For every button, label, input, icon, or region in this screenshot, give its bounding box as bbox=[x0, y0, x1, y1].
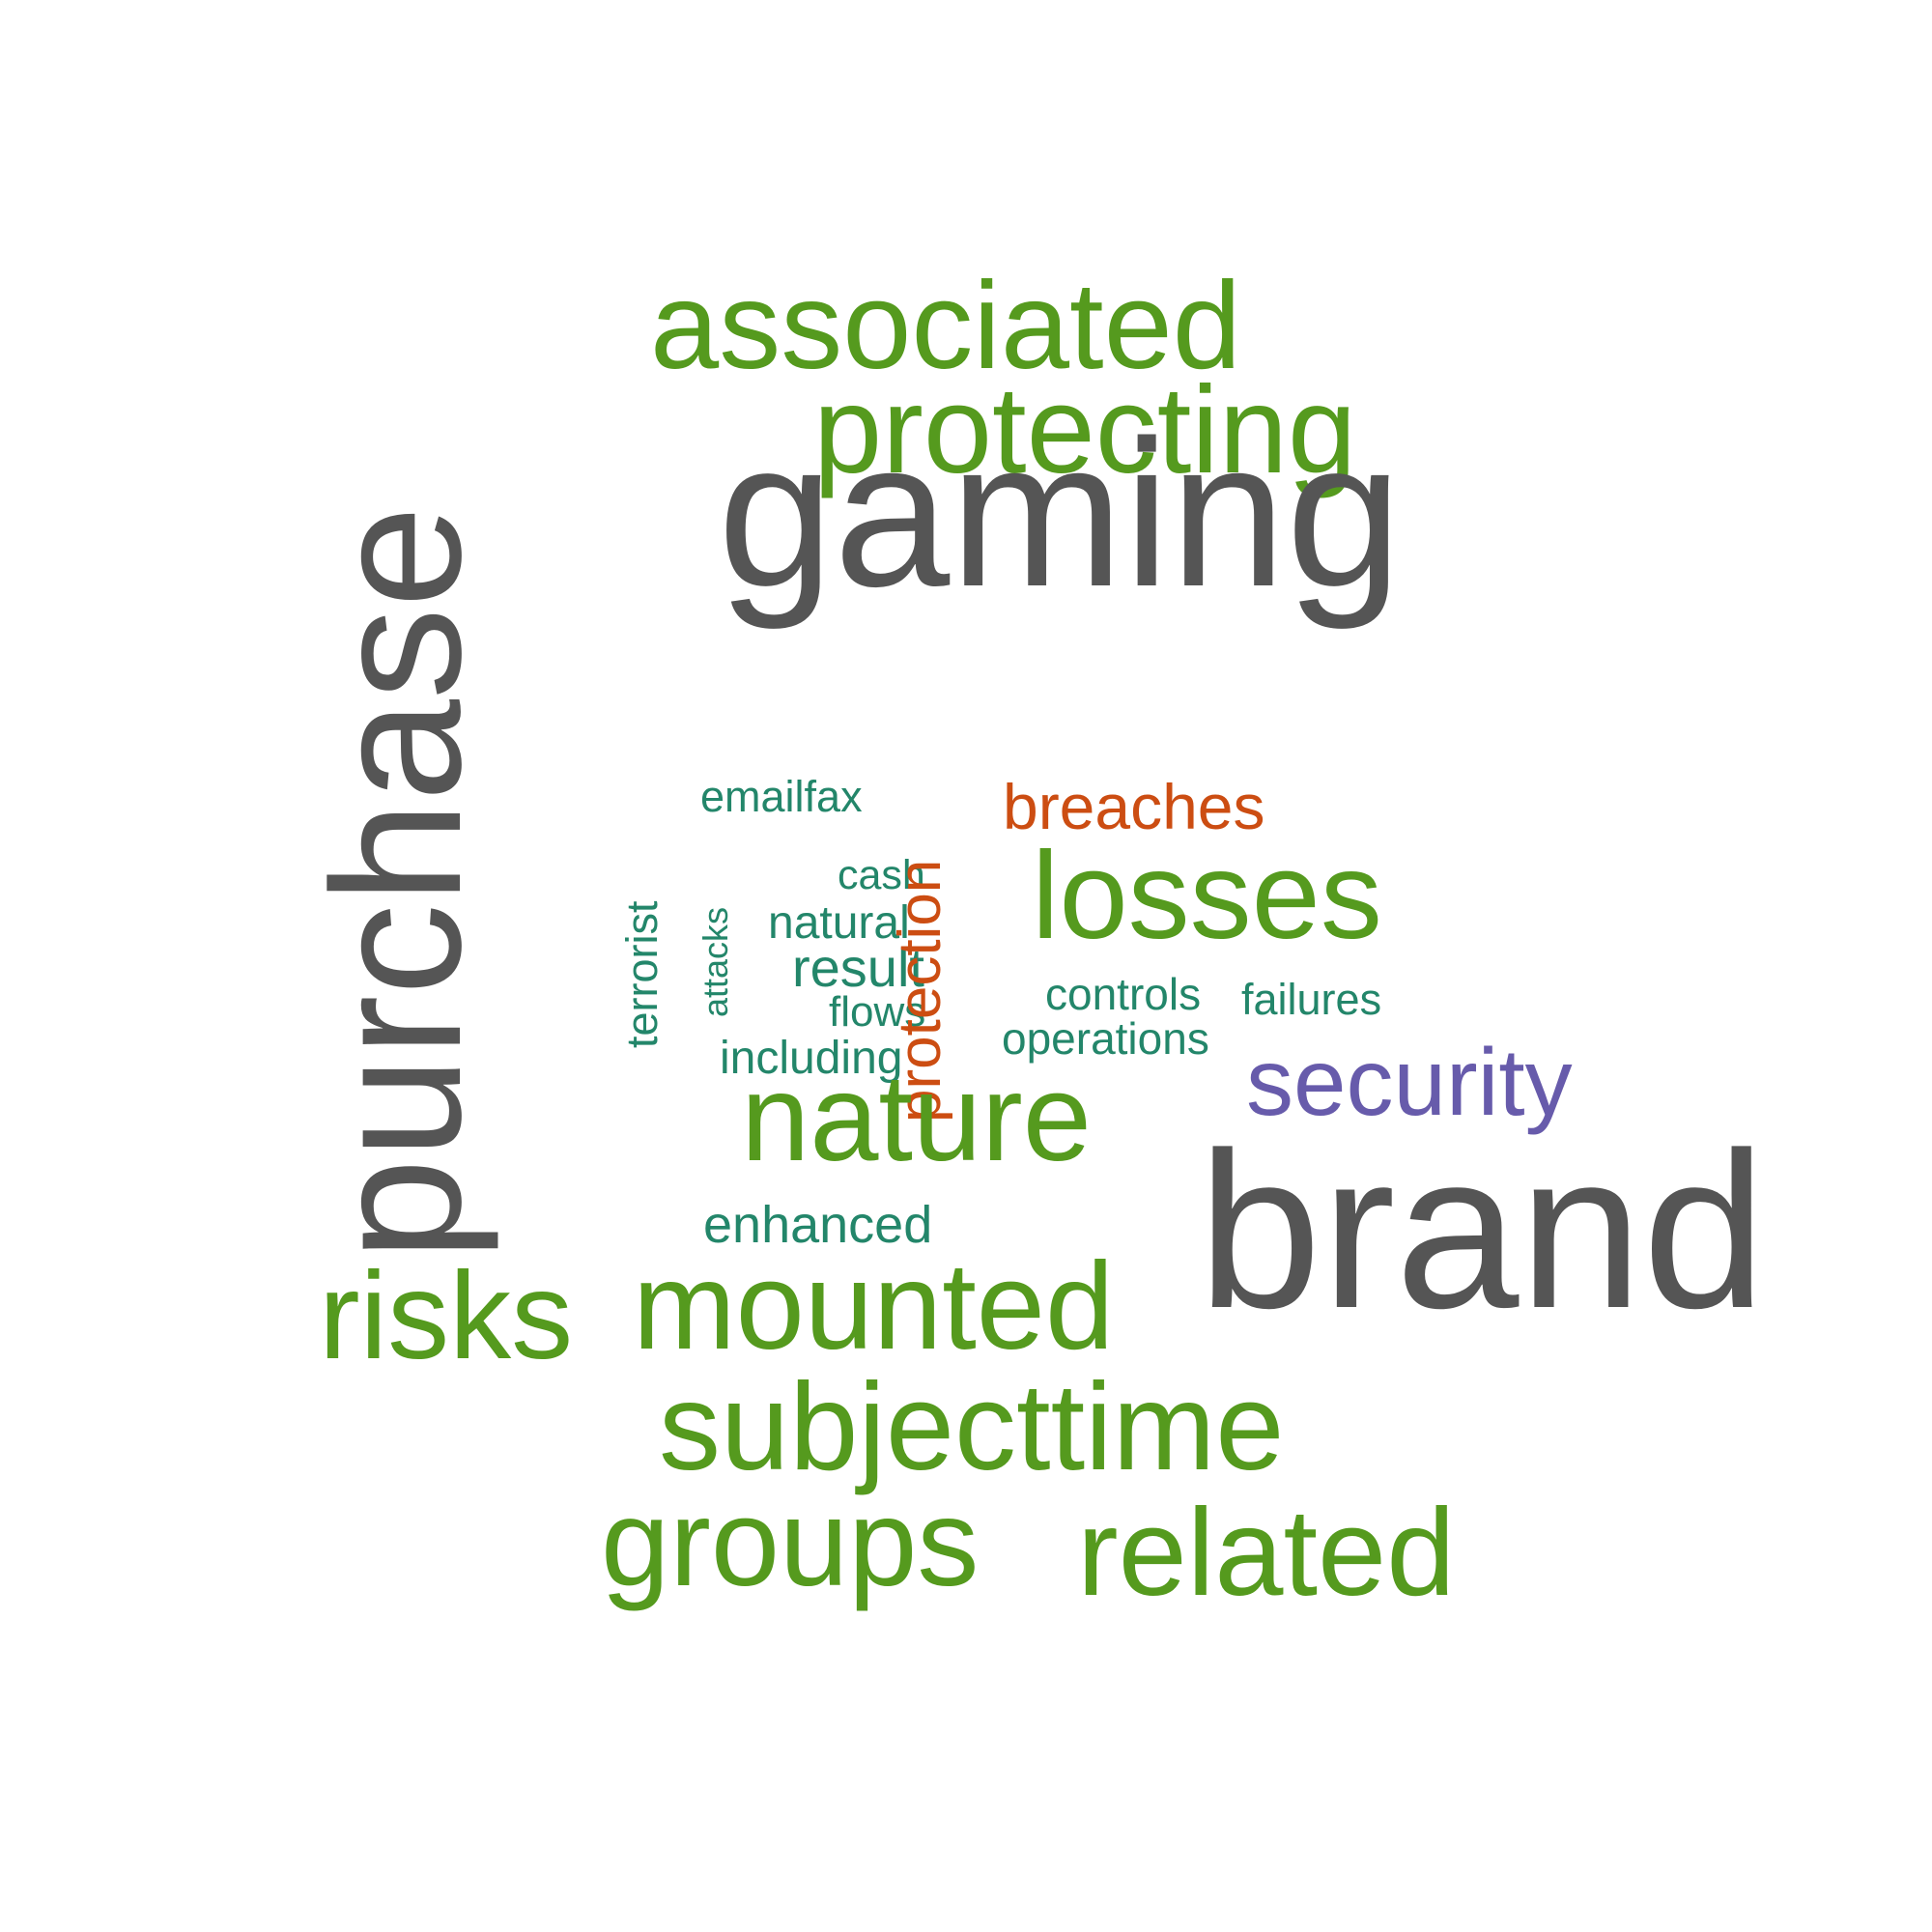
word-breaches: breaches bbox=[1003, 771, 1265, 843]
word-security: security bbox=[1246, 1029, 1573, 1136]
word-protecting: protecting bbox=[813, 361, 1357, 500]
word-cash: cash bbox=[838, 852, 925, 899]
word-nature: nature bbox=[741, 1049, 1092, 1188]
word-terrorist: terrorist bbox=[617, 900, 668, 1048]
word-emailfax: emailfax bbox=[700, 772, 863, 822]
word-enhanced: enhanced bbox=[703, 1196, 933, 1255]
word-attacks: attacks bbox=[696, 906, 736, 1017]
word-flows: flows bbox=[829, 988, 926, 1037]
word-natural: natural bbox=[768, 896, 910, 949]
word-operations: operations bbox=[1002, 1013, 1209, 1065]
word-mounted: mounted bbox=[633, 1237, 1115, 1377]
word-subjecttime: subjecttime bbox=[659, 1358, 1285, 1497]
word-associated: associated bbox=[650, 257, 1241, 396]
word-brand: brand bbox=[1198, 1105, 1767, 1354]
word-failures: failures bbox=[1241, 975, 1382, 1025]
word-gaming: gaming bbox=[718, 395, 1403, 630]
word-risks: risks bbox=[319, 1247, 574, 1386]
word-purchase: purchase bbox=[295, 505, 500, 1261]
word-result: result bbox=[792, 937, 924, 999]
word-including: including bbox=[720, 1032, 903, 1084]
word-groups: groups bbox=[601, 1474, 980, 1613]
word-controls: controls bbox=[1045, 969, 1202, 1020]
word-losses: losses bbox=[1032, 827, 1382, 966]
word-related: related bbox=[1077, 1484, 1456, 1623]
